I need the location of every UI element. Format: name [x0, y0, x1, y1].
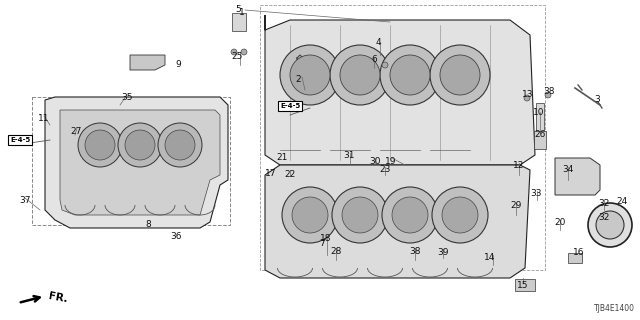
Circle shape [85, 130, 115, 160]
Polygon shape [265, 15, 535, 165]
Circle shape [231, 49, 237, 55]
Text: 36: 36 [170, 232, 182, 241]
Circle shape [292, 197, 328, 233]
Text: 7: 7 [319, 239, 325, 248]
Text: 37: 37 [19, 196, 31, 205]
Circle shape [430, 45, 490, 105]
Text: FR.: FR. [48, 291, 69, 304]
Text: 5: 5 [235, 5, 241, 14]
Circle shape [165, 130, 195, 160]
Text: 4: 4 [375, 38, 381, 47]
Circle shape [380, 45, 440, 105]
Text: 23: 23 [380, 165, 390, 174]
Polygon shape [265, 165, 530, 278]
Text: 18: 18 [320, 234, 332, 243]
Text: 38: 38 [543, 87, 555, 96]
FancyBboxPatch shape [515, 279, 535, 291]
Circle shape [588, 203, 632, 247]
Text: 21: 21 [276, 153, 288, 162]
Text: 2: 2 [295, 75, 301, 84]
Text: 39: 39 [437, 248, 449, 257]
Circle shape [382, 62, 388, 68]
Text: 25: 25 [231, 52, 243, 61]
Text: 12: 12 [513, 161, 525, 170]
Text: 31: 31 [343, 151, 355, 160]
Text: 8: 8 [145, 220, 151, 229]
Text: 33: 33 [531, 189, 541, 198]
Circle shape [78, 123, 122, 167]
Circle shape [282, 187, 338, 243]
Circle shape [158, 123, 202, 167]
Text: 38: 38 [409, 247, 420, 256]
Text: 27: 27 [70, 127, 82, 136]
Text: 20: 20 [554, 218, 566, 227]
Circle shape [596, 211, 624, 239]
Text: 15: 15 [517, 281, 529, 290]
Circle shape [125, 130, 155, 160]
Text: 28: 28 [330, 247, 342, 256]
Text: 34: 34 [563, 165, 573, 174]
Text: E-4-5: E-4-5 [280, 103, 300, 109]
Text: 6: 6 [371, 55, 377, 64]
Polygon shape [130, 55, 165, 70]
Circle shape [382, 187, 438, 243]
Text: 22: 22 [284, 170, 296, 179]
Circle shape [390, 55, 430, 95]
Bar [32, 97, 230, 225]
Text: 3: 3 [594, 95, 600, 104]
Circle shape [440, 55, 480, 95]
Circle shape [330, 45, 390, 105]
Circle shape [241, 49, 247, 55]
Text: 30: 30 [369, 157, 381, 166]
Circle shape [342, 197, 378, 233]
Text: 9: 9 [175, 60, 181, 69]
Circle shape [280, 45, 340, 105]
FancyBboxPatch shape [534, 131, 546, 149]
FancyBboxPatch shape [232, 13, 246, 31]
Text: 10: 10 [533, 108, 545, 117]
Circle shape [367, 59, 373, 65]
Circle shape [332, 187, 388, 243]
Text: 11: 11 [38, 114, 50, 123]
Text: 32: 32 [598, 213, 610, 222]
Text: 32: 32 [598, 199, 610, 208]
Circle shape [442, 197, 478, 233]
Text: 24: 24 [616, 197, 628, 206]
Text: TJB4E1400: TJB4E1400 [594, 304, 635, 313]
Circle shape [118, 123, 162, 167]
Text: 16: 16 [573, 248, 585, 257]
Text: 13: 13 [522, 90, 534, 99]
Bar [260, 5, 545, 270]
Circle shape [524, 95, 530, 101]
Text: 14: 14 [484, 253, 496, 262]
Polygon shape [45, 97, 228, 228]
Text: 1: 1 [239, 8, 245, 17]
FancyBboxPatch shape [536, 103, 544, 133]
Circle shape [545, 92, 551, 98]
Circle shape [392, 197, 428, 233]
FancyBboxPatch shape [568, 253, 582, 263]
Text: 17: 17 [265, 169, 276, 178]
Circle shape [340, 55, 380, 95]
Text: 19: 19 [385, 157, 397, 166]
Polygon shape [555, 158, 600, 195]
Circle shape [290, 55, 330, 95]
Polygon shape [60, 110, 220, 215]
Circle shape [432, 187, 488, 243]
Text: 26: 26 [534, 130, 546, 139]
Text: 35: 35 [121, 93, 132, 102]
Text: E-4-5: E-4-5 [10, 137, 30, 143]
Text: 29: 29 [510, 201, 522, 210]
